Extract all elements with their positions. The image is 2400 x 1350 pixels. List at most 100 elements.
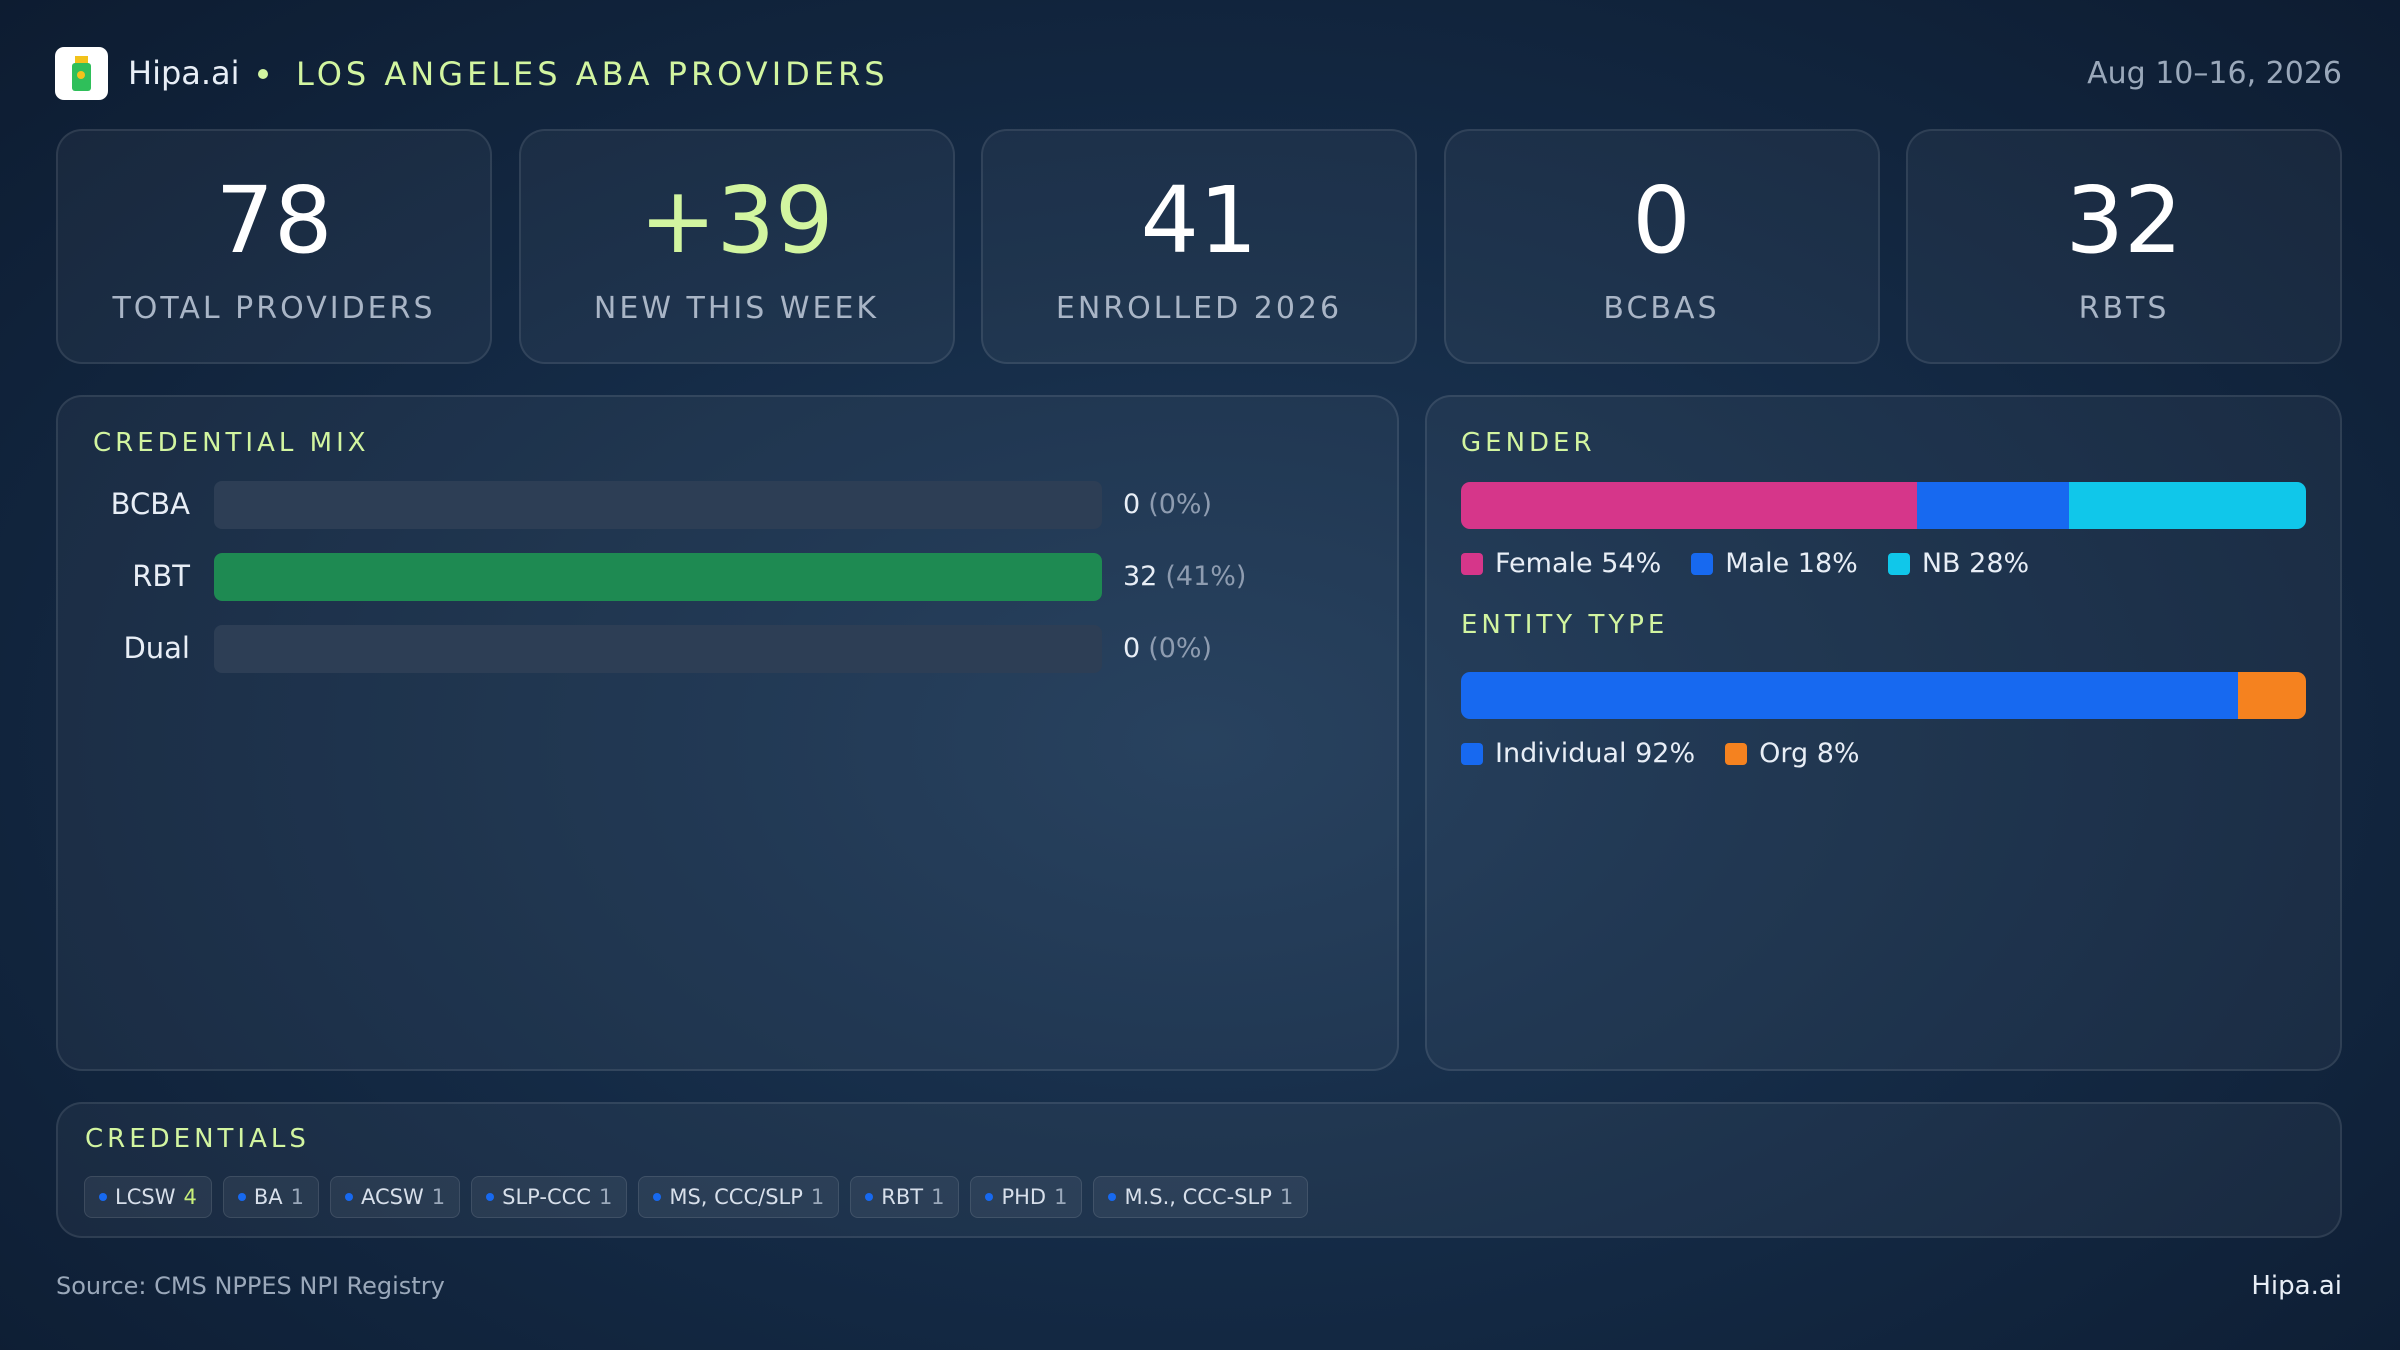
row-value: 0 (0%) [1123,633,1212,664]
kpi-card: +39 NEW THIS WEEK [518,129,955,364]
legend-text: Org 8% [1759,738,1859,769]
pill-dot [237,1193,246,1201]
credential-name: BA [253,1185,283,1209]
kpi-label: ENROLLED 2026 [1055,291,1343,326]
credential-pill: ACSW 1 [330,1176,461,1218]
legend-value: 8% [1816,738,1860,769]
page-title: LOS ANGELES ABA PROVIDERS [296,55,889,93]
panel-title: CREDENTIAL MIX [93,428,370,458]
credential-count: 1 [810,1185,825,1209]
legend-text: NB 28% [1922,548,2029,579]
count: 32 [1123,561,1158,592]
pill-dot [1108,1193,1117,1201]
credential-count: 1 [598,1185,613,1209]
credential-pill: PHD 1 [970,1176,1083,1218]
credential-count: 1 [931,1185,945,1209]
legend-text: Male 18% [1725,548,1858,579]
legend-item: Female 54% [1461,548,1661,579]
legend-name: Individual [1495,738,1627,769]
kpi-value: 0 [1632,167,1691,274]
legend-value: 92% [1635,738,1696,769]
kpi-label: BCBAS [1603,291,1720,326]
footer-brand: Hipa.ai [2251,1271,2342,1301]
credential-count: 4 [183,1185,197,1209]
kpi-label: RBTS [2078,291,2170,326]
panel-title: CREDENTIALS [85,1124,310,1154]
pill-dot [486,1193,495,1201]
legend-item: Male 18% [1691,548,1858,579]
credential-count: 1 [1279,1185,1294,1209]
pill-dot [985,1193,994,1201]
legend: Female 54% Male 18% NB 28% [1461,548,2029,579]
kpi-card: 78 TOTAL PROVIDERS [56,129,492,364]
stacked-bar [1461,482,2306,529]
credential-pill: RBT 1 [850,1176,960,1218]
count: 0 [1123,633,1141,664]
source: Source: CMS NPPES NPI Registry [56,1272,445,1300]
credential-count: 1 [431,1185,446,1209]
legend-text: Individual 92% [1495,738,1695,769]
credential-name: RBT [881,1185,924,1209]
segment [1461,482,1918,529]
legend-text: Female 54% [1495,548,1661,579]
panel-title: ENTITY TYPE [1461,610,1669,640]
legend-value: 18% [1797,548,1858,579]
kpi-card: 0 BCBAS [1443,129,1880,364]
credential-name: LCSW [115,1185,176,1209]
brand: Hipa.ai [128,54,240,92]
row-label: BCBA [110,487,190,521]
credential-pill: SLP-CCC 1 [471,1176,628,1218]
pill-dot [99,1193,107,1201]
segment [2238,672,2306,719]
pill-dot [345,1193,353,1201]
credential-count: 1 [1054,1185,1068,1209]
segment [2069,482,2306,529]
credential-name: SLP-CCC [502,1185,591,1209]
bar-track [214,553,1102,601]
pill-dot [865,1193,874,1201]
logo-icon [72,56,91,91]
legend-value: 54% [1601,548,1662,579]
kpi-value: 41 [1140,167,1258,274]
legend-item: Individual 92% [1461,738,1695,769]
legend-name: NB [1921,548,1961,579]
date-range: Aug 10–16, 2026 [2087,56,2342,91]
legend-value: 28% [1969,548,2030,579]
logo [55,47,108,100]
credential-count: 1 [290,1185,304,1209]
stacked-bar [1461,672,2306,719]
percent: (0%) [1148,489,1213,520]
separator [258,69,268,79]
credential-pill: MS, CCC/SLP 1 [638,1176,840,1218]
legend-item: Org 8% [1725,738,1860,769]
legend-swatch [1461,742,1483,765]
count: 0 [1123,489,1141,520]
pill-dot [653,1193,662,1201]
bar [214,553,1102,601]
percent: (0%) [1148,633,1213,664]
legend-swatch [1887,552,1910,575]
credential-pill: M.S., CCC-SLP 1 [1093,1176,1309,1218]
legend-name: Org [1759,738,1809,769]
credential-name: M.S., CCC-SLP [1124,1185,1272,1209]
row-value: 32 (41%) [1123,561,1246,592]
legend-swatch [1461,552,1483,575]
row-label: RBT [132,559,190,593]
legend-swatch [1725,742,1748,765]
legend: Individual 92% Org 8% [1461,738,1860,769]
legend-swatch [1691,552,1714,575]
percent: (41%) [1165,561,1247,592]
legend-name: Female [1495,548,1593,579]
segment [1461,672,2239,719]
row-value: 0 (0%) [1123,489,1212,520]
bar-track [214,481,1102,529]
kpi-value: 32 [2065,167,2183,274]
kpi-label: TOTAL PROVIDERS [112,291,436,326]
kpi-card: 32 RBTS [1906,129,2342,364]
legend-name: Male [1725,548,1790,579]
credential-list: LCSW 4 BA 1 ACSW 1 SLP-CCC 1 MS, CCC/SLP 1 RBT 1 PHD… [84,1176,1309,1218]
bar-track [214,625,1102,673]
credential-pill: BA 1 [222,1176,319,1218]
credential-name: PHD [1001,1185,1047,1209]
